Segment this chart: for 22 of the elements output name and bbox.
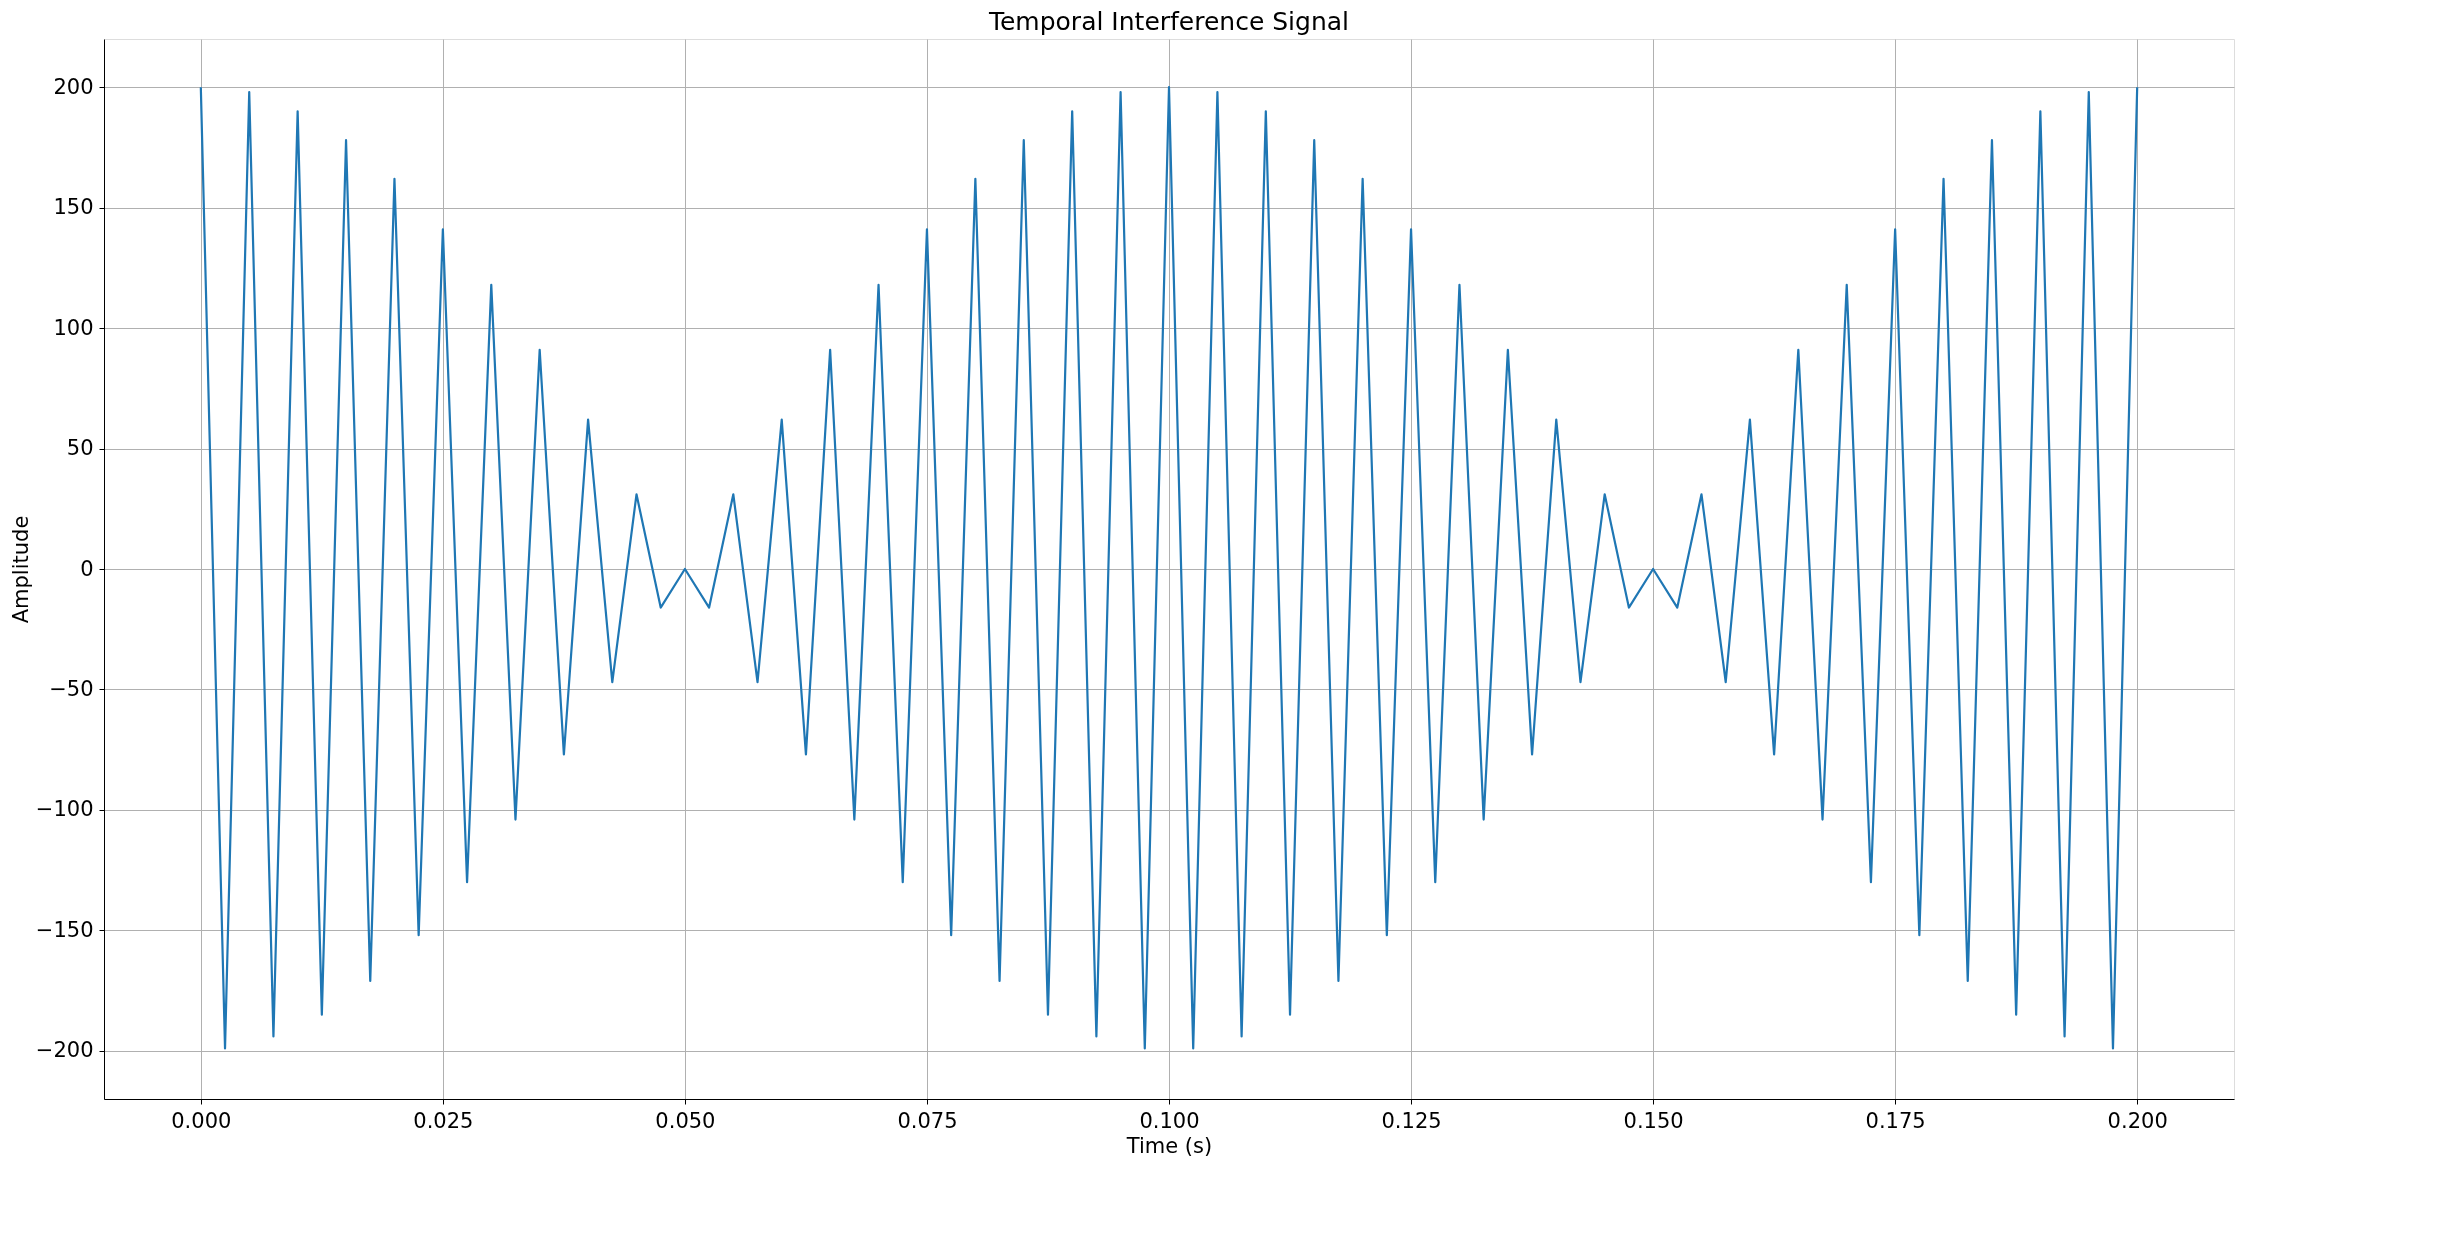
y-tick-label: −150 <box>35 917 94 942</box>
x-tick-label: 0.050 <box>655 1108 716 1133</box>
y-tick-label: 50 <box>66 436 94 461</box>
y-tick-label: −200 <box>35 1038 94 1063</box>
x-tick-label: 0.075 <box>897 1108 958 1133</box>
x-tick-label: 0.125 <box>1381 1108 1442 1133</box>
x-axis-title: Time (s) <box>1125 1133 1213 1158</box>
chart-title: Temporal Interference Signal <box>987 7 1350 36</box>
y-tick-label: 150 <box>53 195 94 220</box>
y-tick-label: 0 <box>80 556 94 581</box>
y-tick-label: 200 <box>53 74 94 99</box>
line-series <box>199 86 2139 1050</box>
y-tick-label: −50 <box>49 676 94 701</box>
y-axis-title: Amplitude <box>8 515 33 624</box>
x-tick-label: 0.025 <box>413 1108 474 1133</box>
x-tick-label: 0.175 <box>1865 1108 1926 1133</box>
x-tick-label: 0.150 <box>1623 1108 1684 1133</box>
y-tick-label: −100 <box>35 797 94 822</box>
x-tick-label: 0.100 <box>1139 1108 1200 1133</box>
x-tick-label: 0.200 <box>2107 1108 2168 1133</box>
y-tick-label: 100 <box>53 315 94 340</box>
x-tick-label: 0.000 <box>171 1108 232 1133</box>
